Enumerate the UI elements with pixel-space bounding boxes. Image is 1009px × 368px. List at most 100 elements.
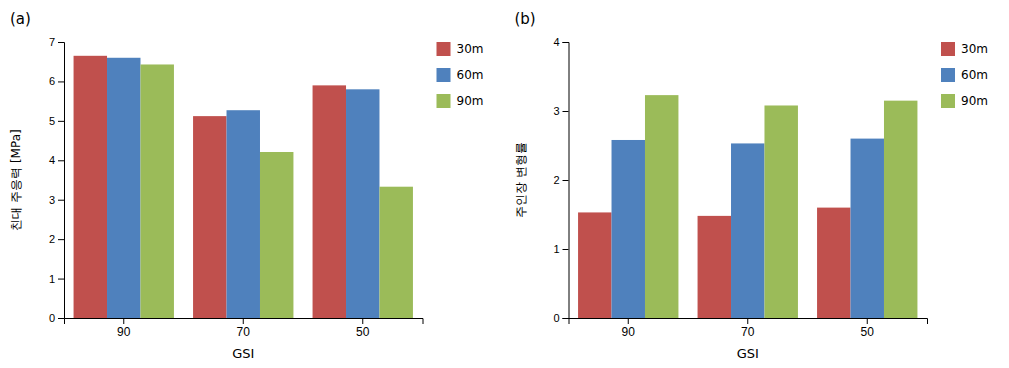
legend-swatch: [437, 42, 451, 56]
x-tick: 70: [237, 318, 251, 339]
y-tick: 7: [49, 36, 64, 48]
tick-mark: [563, 318, 569, 319]
tick-label: 3: [553, 105, 559, 117]
y-tick: 4: [553, 36, 568, 48]
legend-swatch: [941, 42, 955, 56]
tick-mark: [58, 318, 64, 319]
y-tick: 6: [49, 75, 64, 87]
legend-label: 60m: [457, 68, 484, 82]
tick-label: 50: [356, 325, 370, 339]
axis-line: [569, 319, 928, 325]
tick-mark: [747, 318, 748, 324]
tick-label: 7: [49, 36, 55, 48]
y-tick: 5: [49, 115, 64, 127]
tick-label: 2: [553, 174, 559, 186]
x-tick: 90: [622, 318, 636, 339]
tick-label: 5: [49, 115, 55, 127]
tick-label: 4: [49, 154, 55, 166]
tick-mark: [58, 279, 64, 280]
tick-label: 2: [49, 233, 55, 245]
bar: [731, 143, 764, 318]
tick-mark: [58, 42, 64, 43]
tick-label: 3: [49, 194, 55, 206]
bar: [193, 116, 226, 318]
bar-series: [140, 64, 412, 318]
bar-series: [645, 95, 917, 318]
legend-swatch: [941, 68, 955, 82]
tick-mark: [563, 180, 569, 181]
legend: 30m 60m 90m: [437, 42, 484, 108]
legend-item: 30m: [437, 42, 484, 56]
tick-label: 50: [861, 325, 875, 339]
panel-label: (b): [515, 10, 536, 28]
tick-mark: [362, 318, 363, 324]
y-axis: 01234567: [49, 36, 65, 324]
x-tick: 70: [741, 318, 755, 339]
tick-label: 70: [741, 325, 755, 339]
legend-swatch: [437, 68, 451, 82]
bar: [379, 187, 412, 318]
legend-item: 60m: [437, 68, 484, 82]
legend-label: 90m: [961, 94, 988, 108]
bar: [764, 105, 797, 318]
panel-label: (a): [10, 10, 31, 28]
tick-mark: [563, 111, 569, 112]
tick-mark: [563, 249, 569, 250]
bar: [260, 152, 293, 318]
axis-line: [563, 43, 570, 319]
legend-item: 60m: [941, 68, 988, 82]
bar: [884, 101, 917, 318]
axis-line: [65, 319, 424, 325]
bar-series: [107, 58, 379, 318]
legend-label: 30m: [457, 42, 484, 56]
y-tick: 1: [553, 243, 568, 255]
bar: [851, 139, 884, 318]
bar: [74, 56, 107, 318]
panel: 01234567907050GSI친대 주응력 [MPa](a)30m60m90…: [9, 10, 483, 361]
y-axis-title: 친대 주응력 [MPa]: [9, 129, 23, 230]
tick-mark: [58, 81, 64, 82]
legend-label: 60m: [961, 68, 988, 82]
legend-item: 90m: [941, 94, 988, 108]
bar: [612, 140, 645, 318]
tick-mark: [58, 200, 64, 201]
tick-mark: [58, 121, 64, 122]
legend-swatch: [437, 94, 451, 108]
bar: [578, 212, 611, 318]
y-tick: 2: [49, 233, 64, 245]
bar: [346, 89, 379, 318]
y-tick: 3: [49, 194, 64, 206]
tick-mark: [628, 318, 629, 324]
bar-series: [74, 56, 346, 318]
tick-mark: [243, 318, 244, 324]
legend-item: 90m: [437, 94, 484, 108]
tick-mark: [563, 42, 569, 43]
x-axis: 90 70 50: [569, 318, 928, 339]
tick-label: 90: [117, 325, 131, 339]
chart-figure: 0 1 2 3 4 5 6 7 90 70 50 GSI 친대 주응력 [MPa] (a) 30m 60m 90…: [0, 0, 1009, 368]
tick-label: 1: [553, 243, 559, 255]
legend: 30m 60m 90m: [941, 42, 988, 108]
bars: [74, 56, 413, 318]
y-axis: 0 1 2 3 4: [553, 36, 569, 324]
x-tick: 50: [861, 318, 875, 339]
bar: [107, 58, 140, 318]
tick-label: 6: [49, 75, 55, 87]
bar: [817, 208, 850, 318]
legend-item: 30m: [941, 42, 988, 56]
bar: [313, 85, 346, 318]
tick-label: 0: [49, 312, 55, 324]
panel: 01234907050GSI주인장 변형률(b)30m60m90m: [514, 10, 988, 361]
tick-mark: [123, 318, 124, 324]
x-axis-title: GSI: [737, 346, 759, 361]
tick-mark: [867, 318, 868, 324]
tick-label: 0: [553, 312, 559, 324]
y-tick: 3: [553, 105, 568, 117]
tick-mark: [58, 160, 64, 161]
y-tick: 0: [553, 312, 568, 324]
legend-swatch: [941, 94, 955, 108]
bars: [578, 95, 917, 318]
x-axis-title: GSI: [232, 346, 254, 361]
legend-label: 90m: [457, 94, 484, 108]
bar: [698, 216, 731, 318]
